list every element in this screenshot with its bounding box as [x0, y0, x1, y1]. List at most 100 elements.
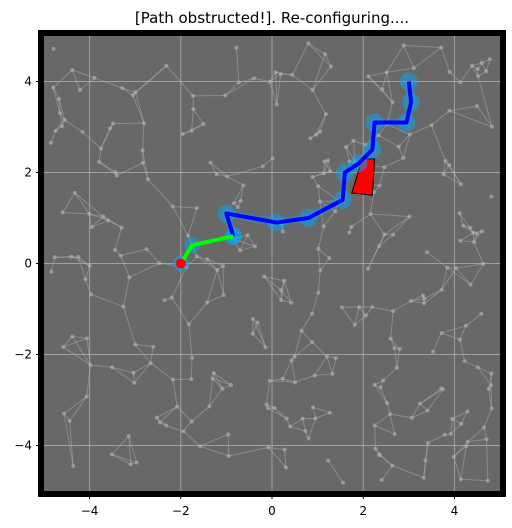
- roadmap-edge: [443, 173, 462, 185]
- y-tick-label: 2: [24, 166, 32, 180]
- roadmap-node: [318, 129, 323, 134]
- roadmap-edge: [314, 356, 328, 376]
- roadmap-node: [51, 46, 56, 51]
- roadmap-edge: [441, 332, 461, 341]
- roadmap-edge: [102, 216, 122, 229]
- roadmap-edge: [402, 134, 411, 159]
- roadmap-node: [92, 75, 97, 80]
- roadmap-node: [439, 45, 444, 50]
- roadmap-edge: [332, 357, 337, 374]
- roadmap-node: [445, 265, 450, 270]
- roadmap-node: [463, 323, 468, 328]
- roadmap-edge: [370, 192, 375, 215]
- roadmap-edge: [72, 336, 88, 339]
- roadmap-edge: [374, 425, 376, 449]
- roadmap-edge: [292, 74, 313, 91]
- roadmap-edge: [186, 256, 198, 268]
- roadmap-edge: [196, 256, 218, 271]
- roadmap-edge: [82, 131, 102, 149]
- roadmap-edge: [69, 396, 88, 422]
- roadmap-edge: [69, 420, 74, 466]
- roadmap-node: [234, 45, 239, 50]
- roadmap-node: [121, 304, 126, 309]
- roadmap-node: [245, 233, 250, 238]
- roadmap-node: [299, 328, 304, 333]
- roadmap-node: [451, 454, 456, 459]
- roadmap-node: [260, 164, 265, 169]
- roadmap-edge: [378, 234, 385, 247]
- roadmap-node: [401, 43, 406, 48]
- roadmap-edge: [477, 366, 492, 375]
- roadmap-node: [313, 416, 318, 421]
- roadmap-edge: [132, 95, 145, 124]
- roadmap-graph: [48, 41, 495, 485]
- roadmap-edge: [317, 248, 321, 271]
- roadmap-edge: [370, 213, 385, 235]
- roadmap-edge: [294, 330, 303, 357]
- roadmap-edge: [142, 150, 149, 180]
- roadmap-edge: [448, 164, 462, 185]
- roadmap-edge: [290, 426, 306, 432]
- roadmap-edge: [58, 98, 66, 121]
- roadmap-edge: [317, 185, 340, 202]
- roadmap-edge: [450, 418, 453, 434]
- roadmap-edge: [58, 99, 61, 114]
- roadmap-edge: [390, 338, 401, 350]
- roadmap-node: [310, 339, 315, 344]
- roadmap-node: [306, 41, 311, 46]
- roadmap-edge: [419, 388, 444, 405]
- roadmap-node: [366, 74, 371, 79]
- roadmap-edge: [386, 45, 405, 73]
- roadmap-edge: [120, 255, 130, 278]
- roadmap-edge: [378, 134, 399, 148]
- roadmap-node: [377, 183, 382, 188]
- roadmap-node: [140, 148, 145, 153]
- roadmap-edge: [485, 59, 491, 72]
- roadmap-edge: [224, 77, 255, 96]
- roadmap-edge: [89, 213, 109, 221]
- roadmap-edge: [182, 123, 204, 135]
- roadmap-node: [407, 214, 412, 219]
- roadmap-node: [392, 432, 397, 437]
- roadmap-node: [407, 132, 412, 137]
- roadmap-node: [267, 79, 272, 84]
- roadmap-edge: [453, 441, 469, 458]
- roadmap-edge: [210, 162, 218, 175]
- roadmap-node: [273, 70, 278, 75]
- roadmap-edge: [372, 306, 394, 312]
- roadmap-node: [328, 169, 333, 174]
- roadmap-edge: [274, 407, 287, 420]
- roadmap-edge: [374, 424, 395, 435]
- roadmap-edge: [172, 206, 189, 237]
- obstacle-layer: [351, 158, 376, 196]
- roadmap-edge: [423, 289, 443, 304]
- roadmap-edge: [427, 388, 444, 411]
- roadmap-node: [186, 233, 191, 238]
- roadmap-node: [205, 257, 210, 262]
- roadmap-edge: [427, 434, 445, 444]
- roadmap-node: [425, 440, 430, 445]
- roadmap-node: [145, 177, 150, 182]
- roadmap-edge: [367, 245, 380, 270]
- roadmap-node: [420, 293, 425, 298]
- roadmap-edge: [301, 330, 313, 343]
- roadmap-edge: [111, 453, 137, 463]
- roadmap-edge: [294, 374, 315, 383]
- roadmap-edge: [91, 216, 104, 228]
- roadmap-edge: [85, 279, 92, 295]
- roadmap-edge: [192, 108, 204, 125]
- roadmap-edge: [381, 465, 393, 481]
- traveled-path-line: [179, 234, 234, 265]
- roadmap-node: [471, 230, 476, 235]
- roadmap-node: [53, 128, 58, 133]
- roadmap-edge: [453, 445, 467, 458]
- roadmap-edge: [63, 396, 88, 414]
- roadmap-edge: [135, 65, 167, 93]
- roadmap-edge: [432, 332, 442, 352]
- roadmap-edge: [208, 378, 214, 407]
- roadmap-edge: [111, 366, 134, 374]
- roadmap-node: [373, 446, 378, 451]
- roadmap-node: [263, 345, 268, 350]
- roadmap-node: [490, 124, 495, 129]
